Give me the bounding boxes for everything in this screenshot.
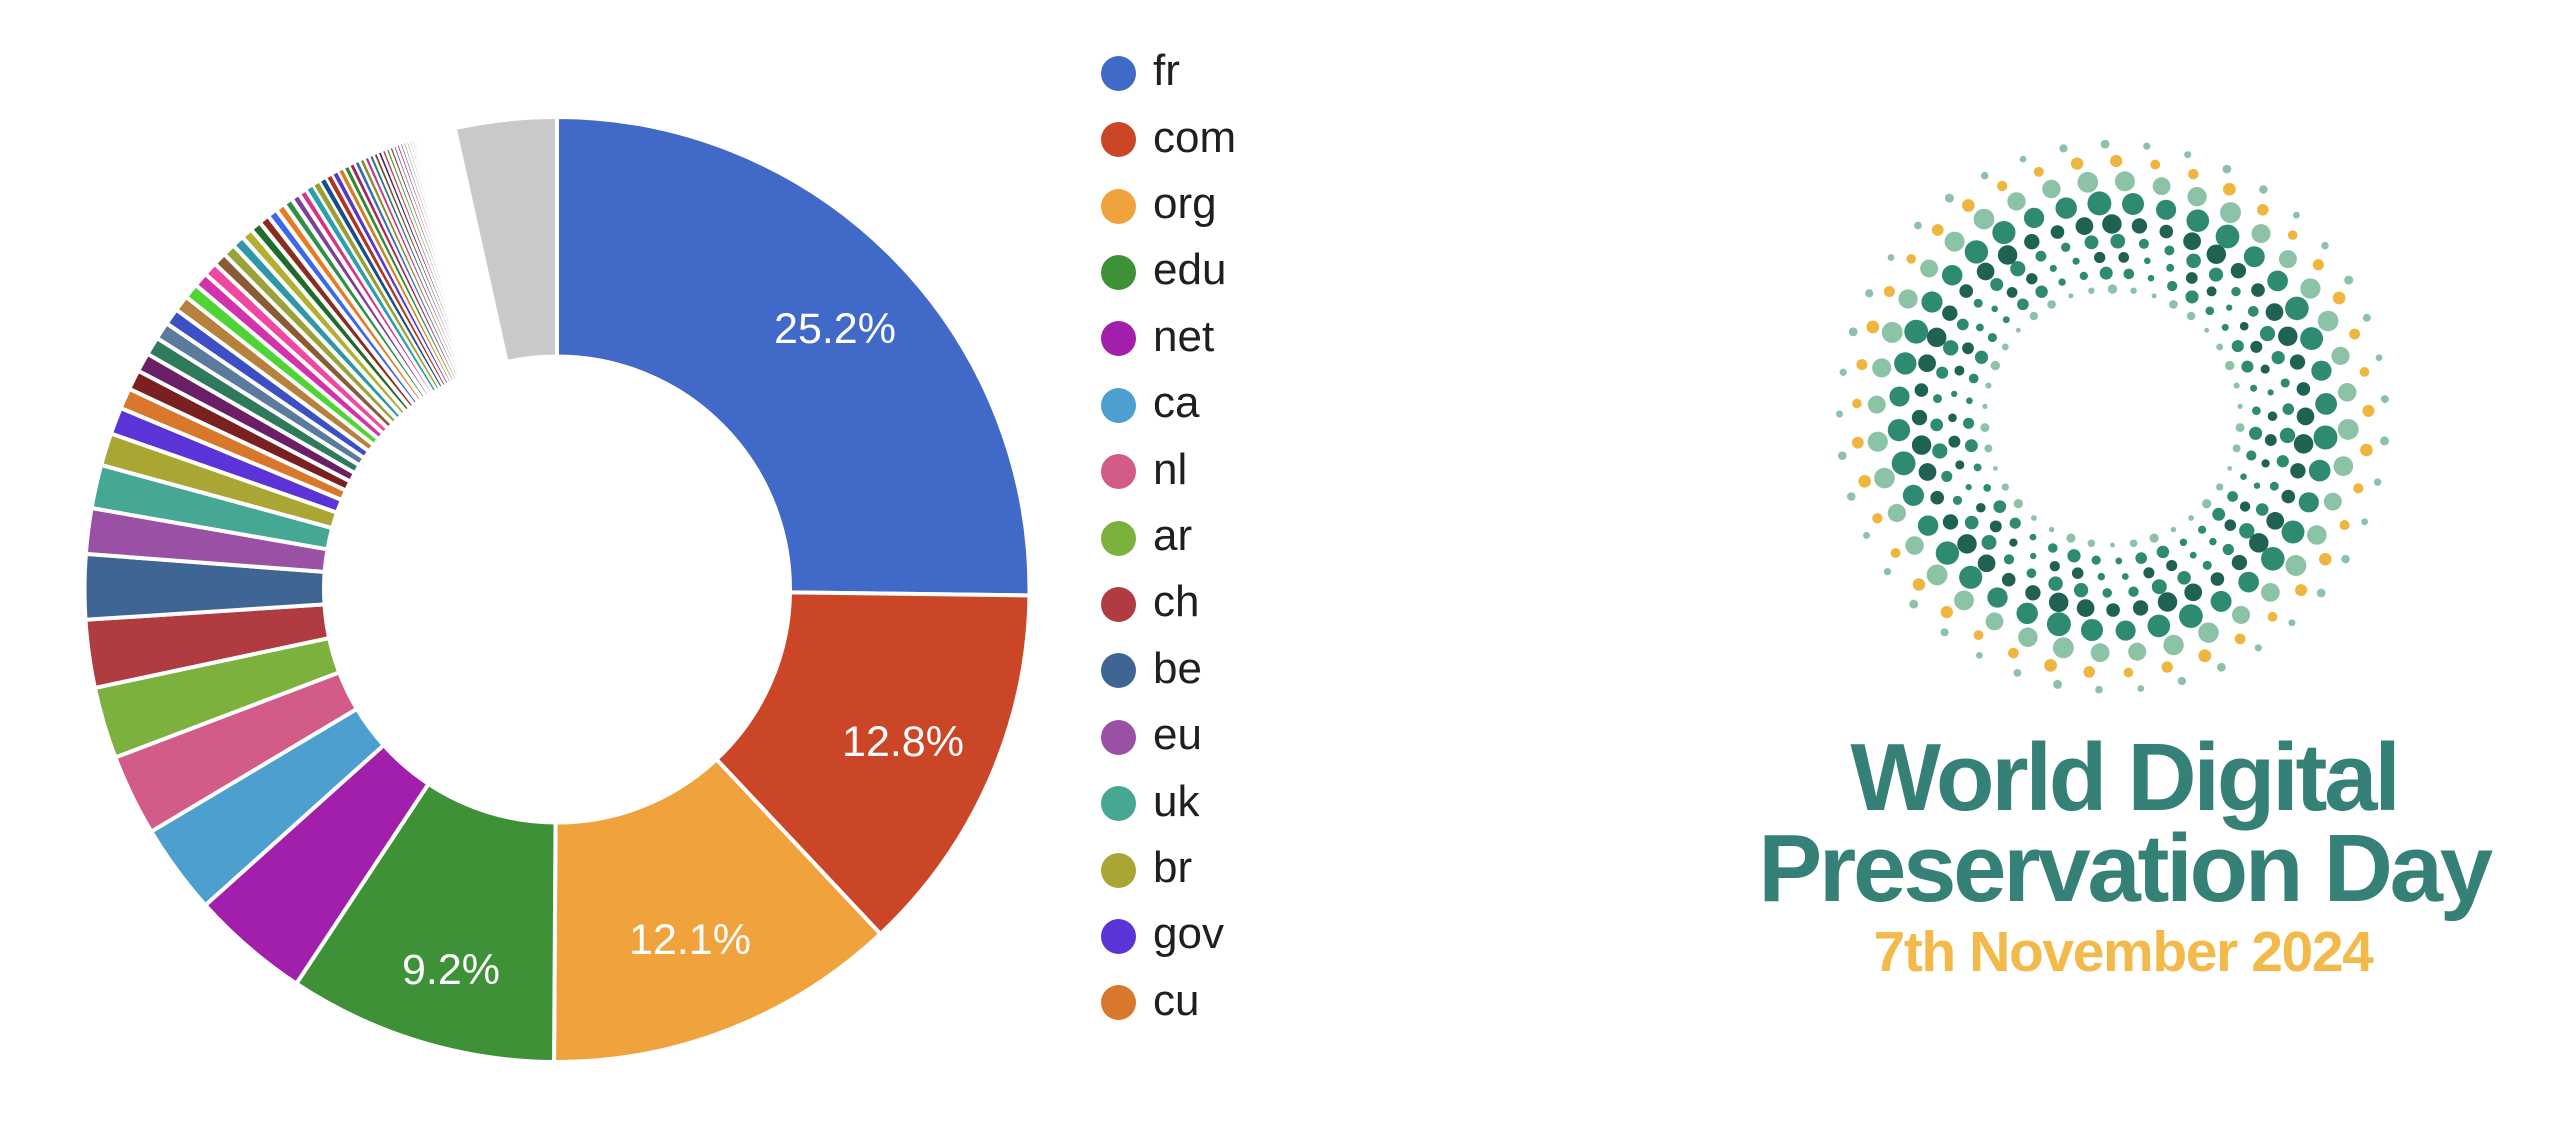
svg-text:9.2%: 9.2%: [402, 946, 500, 994]
svg-text:12.1%: 12.1%: [629, 916, 751, 964]
svg-text:12.8%: 12.8%: [842, 718, 964, 766]
svg-text:25.2%: 25.2%: [774, 305, 896, 353]
